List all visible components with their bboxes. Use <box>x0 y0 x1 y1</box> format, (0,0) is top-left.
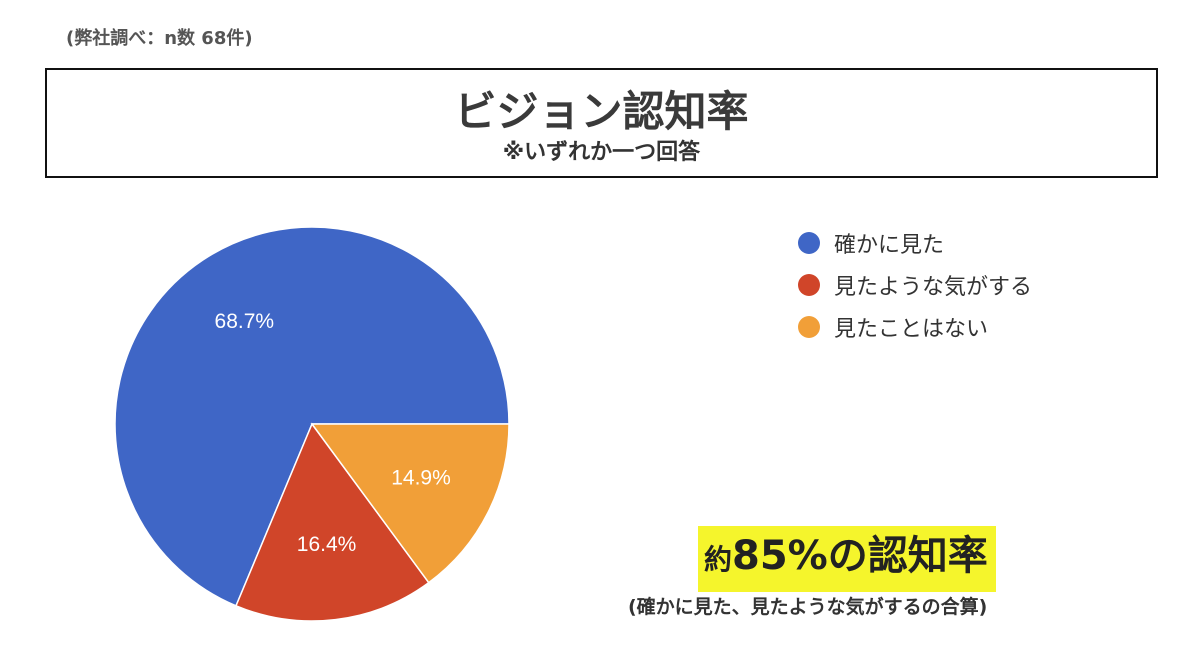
legend-swatch-2 <box>798 274 820 296</box>
callout-prefix: 約 <box>704 543 733 576</box>
legend-label-1: 確かに見た <box>834 233 945 258</box>
legend-item-3: 見たことはない <box>798 306 1032 348</box>
pie-slice-label-1: 68.7% <box>215 310 275 333</box>
pie-slice-3 <box>310 423 510 584</box>
callout-footnote: (確かに見た、見たような気がするの合算) <box>628 596 988 618</box>
legend: 確かに見た見たような気がする 見たことはない <box>798 222 1032 348</box>
source-note: (弊社調べ：n数 68件) <box>66 28 253 49</box>
legend-item-2: 見たような気がする <box>798 264 1032 306</box>
pie-slice-1 <box>114 226 510 607</box>
callout-main: 85%の認知率 <box>732 533 988 579</box>
legend-swatch-3 <box>798 316 820 338</box>
legend-label-3: 見たことはない <box>834 317 989 342</box>
legend-label-2: 見たような気がする <box>834 275 1033 300</box>
chart-subtitle: ※いずれか一つ回答 <box>502 140 701 165</box>
legend-swatch-1 <box>798 232 820 254</box>
legend-item-1: 確かに見た <box>798 222 1032 264</box>
pie-slice-2 <box>235 422 430 622</box>
callout-badge: 約85%の認知率 <box>698 526 996 592</box>
pie-slice-label-3: 14.9% <box>391 467 451 490</box>
chart-title: ビジョン認知率 <box>454 87 749 136</box>
title-box: ビジョン認知率 ※いずれか一つ回答 <box>45 68 1158 178</box>
pie-slice-label-2: 16.4% <box>297 533 357 556</box>
